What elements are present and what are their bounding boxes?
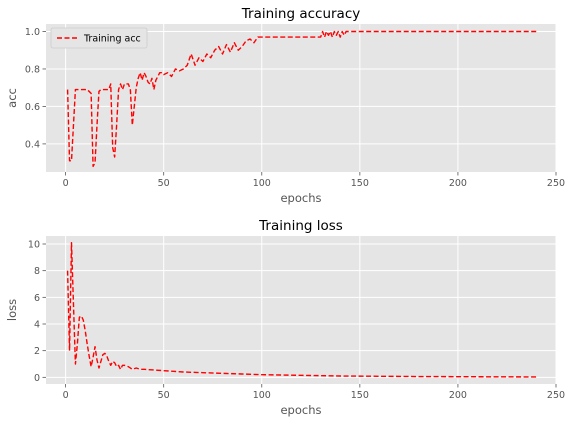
y-tick-label: 0.4 — [25, 139, 40, 150]
x-tick-label: 200 — [449, 390, 467, 401]
x-axis-label: epochs — [280, 191, 321, 205]
y-tick-label: 0.8 — [25, 64, 40, 75]
chart-title: Training loss — [258, 218, 343, 234]
legend-label: Training acc — [83, 34, 141, 45]
accuracy-subplot: 0 50 100 150 200 250 0.4 0.6 0.8 1.0 Training accu… — [5, 6, 565, 205]
x-tick-label: 250 — [547, 390, 565, 401]
y-tick-label: 10 — [28, 240, 40, 251]
plot-area — [46, 236, 556, 384]
y-tick-label: 1.0 — [25, 27, 40, 38]
x-tick-label: 150 — [351, 178, 369, 189]
x-tick-label: 0 — [63, 178, 69, 189]
y-tick-label: 4 — [34, 320, 40, 331]
x-tick-label: 250 — [547, 178, 565, 189]
x-tick-label: 50 — [158, 390, 170, 401]
x-tick-label: 100 — [253, 390, 271, 401]
x-tick-label: 50 — [158, 178, 170, 189]
x-tick-label: 100 — [253, 178, 271, 189]
legend-box — [50, 27, 148, 49]
loss-subplot: 0 50 100 150 200 250 0 2 4 6 8 10 Training loss epoch… — [5, 218, 565, 417]
y-axis-label: loss — [5, 299, 19, 321]
x-tick-label: 200 — [449, 178, 467, 189]
x-axis-label: epochs — [280, 403, 321, 417]
y-tick-label: 6 — [34, 293, 40, 304]
y-tick-label: 0.6 — [25, 102, 40, 113]
x-tick-label: 150 — [351, 390, 369, 401]
chart-title: Training accuracy — [241, 6, 360, 22]
x-tick-label: 0 — [63, 390, 69, 401]
series-line — [66, 241, 537, 378]
y-tick-label: 2 — [34, 346, 40, 357]
legend: Training acc — [50, 27, 148, 49]
y-tick-label: 8 — [34, 266, 40, 277]
y-axis-label: acc — [5, 88, 19, 108]
y-tick-label: 0 — [34, 373, 40, 384]
